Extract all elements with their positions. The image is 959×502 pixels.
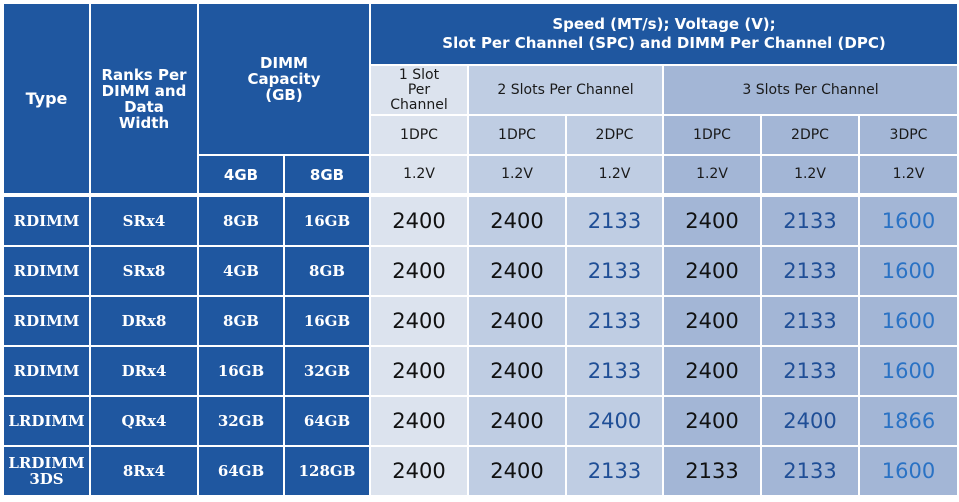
speed-value: 2400	[469, 197, 567, 247]
speed-value: 2133	[762, 447, 860, 497]
dpc-cell: 1DPC	[664, 116, 762, 156]
dpc-cell: 1DPC	[371, 116, 469, 156]
header-ranks: Ranks Per DIMM and Data Width	[91, 4, 199, 195]
dpc-cell: 1DPC	[469, 116, 567, 156]
row-type: RDIMM	[4, 197, 91, 247]
row-cap-4gb: 4GB	[199, 247, 285, 297]
header-cap-4gb: 4GB	[199, 156, 285, 195]
speed-value: 1600	[860, 297, 959, 347]
row-type: LRDIMM 3DS	[4, 447, 91, 497]
row-cap-4gb: 16GB	[199, 347, 285, 397]
row-ranks: QRx4	[91, 397, 199, 447]
speed-value: 2400	[371, 447, 469, 497]
speed-value: 2400	[469, 297, 567, 347]
voltage-cell: 1.2V	[371, 156, 469, 195]
row-cap-8gb: 8GB	[285, 247, 371, 297]
speed-value: 2400	[469, 447, 567, 497]
speed-value: 2133	[664, 447, 762, 497]
row-ranks: SRx8	[91, 247, 199, 297]
header-type: Type	[4, 4, 91, 195]
speed-value: 2400	[762, 397, 860, 447]
speed-value: 2400	[664, 397, 762, 447]
speed-value: 2400	[469, 247, 567, 297]
speed-value: 2133	[762, 297, 860, 347]
voltage-cell: 1.2V	[469, 156, 567, 195]
dpc-cell: 2DPC	[567, 116, 664, 156]
row-cap-8gb: 64GB	[285, 397, 371, 447]
voltage-cell: 1.2V	[860, 156, 959, 195]
speed-value: 2400	[371, 197, 469, 247]
speed-value: 2400	[469, 347, 567, 397]
row-ranks: DRx4	[91, 347, 199, 397]
dpc-cell: 2DPC	[762, 116, 860, 156]
header-speed-line2: Slot Per Channel (SPC) and DIMM Per Chan…	[442, 34, 886, 52]
speed-value: 1600	[860, 347, 959, 397]
header-capacity: DIMM Capacity (GB)	[199, 4, 371, 156]
row-type: LRDIMM	[4, 397, 91, 447]
speed-value: 2133	[567, 197, 664, 247]
speed-value: 2400	[664, 347, 762, 397]
speed-value: 2133	[762, 247, 860, 297]
speed-value: 1866	[860, 397, 959, 447]
row-type: RDIMM	[4, 297, 91, 347]
voltage-cell: 1.2V	[762, 156, 860, 195]
row-type: RDIMM	[4, 347, 91, 397]
speed-value: 2400	[469, 397, 567, 447]
header-speed-line1: Speed (MT/s); Voltage (V);	[552, 15, 776, 33]
row-cap-8gb: 16GB	[285, 297, 371, 347]
row-type: RDIMM	[4, 247, 91, 297]
speed-value: 2133	[762, 347, 860, 397]
row-ranks: SRx4	[91, 197, 199, 247]
voltage-cell: 1.2V	[567, 156, 664, 195]
speed-value: 1600	[860, 247, 959, 297]
speed-value: 2133	[567, 247, 664, 297]
row-cap-4gb: 32GB	[199, 397, 285, 447]
row-ranks: DRx8	[91, 297, 199, 347]
voltage-cell: 1.2V	[664, 156, 762, 195]
header-slot3: 3 Slots Per Channel	[664, 66, 959, 116]
speed-value: 2133	[567, 347, 664, 397]
speed-value: 2400	[371, 347, 469, 397]
speed-value: 2400	[371, 247, 469, 297]
speed-value: 2133	[762, 197, 860, 247]
speed-value: 2400	[371, 297, 469, 347]
speed-value: 1600	[860, 197, 959, 247]
header-speed: Speed (MT/s); Voltage (V); Slot Per Chan…	[371, 4, 959, 66]
header-slot1: 1 Slot Per Channel	[371, 66, 469, 116]
speed-value: 2133	[567, 297, 664, 347]
speed-value: 2400	[664, 297, 762, 347]
row-cap-4gb: 8GB	[199, 197, 285, 247]
speed-value: 2400	[567, 397, 664, 447]
header-cap-8gb: 8GB	[285, 156, 371, 195]
row-cap-8gb: 32GB	[285, 347, 371, 397]
header-slot2: 2 Slots Per Channel	[469, 66, 664, 116]
row-cap-8gb: 128GB	[285, 447, 371, 497]
speed-value: 2400	[664, 197, 762, 247]
row-cap-8gb: 16GB	[285, 197, 371, 247]
speed-value: 2133	[567, 447, 664, 497]
row-cap-4gb: 64GB	[199, 447, 285, 497]
row-ranks: 8Rx4	[91, 447, 199, 497]
dpc-cell: 3DPC	[860, 116, 959, 156]
speed-value: 2400	[664, 247, 762, 297]
speed-value: 2400	[371, 397, 469, 447]
row-cap-4gb: 8GB	[199, 297, 285, 347]
speed-value: 1600	[860, 447, 959, 497]
